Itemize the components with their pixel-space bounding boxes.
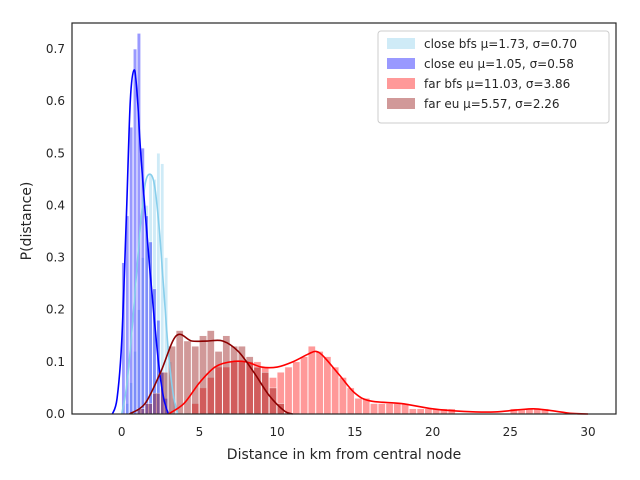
histogram-bar bbox=[191, 346, 200, 415]
histogram-bar bbox=[424, 408, 433, 415]
histogram-bar bbox=[214, 351, 223, 415]
x-tick-labels: 0 5 10 15 20 25 30 bbox=[118, 425, 596, 439]
histogram-bar bbox=[222, 335, 231, 415]
x-tick-label: 5 bbox=[196, 425, 204, 439]
x-tick-label: 0 bbox=[118, 425, 126, 439]
histogram-bars bbox=[121, 33, 549, 415]
histogram-bar bbox=[354, 398, 363, 415]
histogram-bar bbox=[308, 346, 316, 415]
legend-entry-label: close bfs μ=1.73, σ=0.70 bbox=[424, 37, 577, 51]
histogram-bar bbox=[144, 403, 153, 415]
y-tick-label: 0.2 bbox=[46, 303, 65, 317]
legend-entry-label: close eu μ=1.05, σ=0.58 bbox=[424, 57, 574, 71]
x-tick-label: 10 bbox=[270, 425, 285, 439]
y-axis-label: P(distance) bbox=[19, 182, 35, 261]
histogram-bar bbox=[175, 330, 184, 415]
plot-frame bbox=[71, 22, 617, 415]
x-tick-label: 30 bbox=[580, 425, 595, 439]
y-tick-label: 0.0 bbox=[46, 407, 65, 421]
histogram-bar bbox=[323, 356, 332, 415]
y-tick-label: 0.1 bbox=[46, 355, 65, 369]
legend-swatch bbox=[387, 38, 415, 49]
histogram-bar bbox=[385, 403, 394, 415]
legend-box bbox=[377, 30, 610, 124]
legend: close bfs μ=1.73, σ=0.70 close eu μ=1.05,… bbox=[377, 30, 610, 124]
legend-entry-label: far bfs μ=11.03, σ=3.86 bbox=[424, 77, 570, 91]
y-tick-labels: 0.0 0.1 0.2 0.3 0.4 0.5 0.6 0.7 bbox=[46, 42, 65, 421]
histogram-bar bbox=[393, 403, 402, 415]
histogram-bar bbox=[370, 403, 378, 415]
histogram-bar bbox=[416, 408, 425, 415]
histogram-bar bbox=[152, 392, 161, 415]
histogram-bar bbox=[315, 351, 324, 415]
x-axis-label: Distance in km from central node bbox=[227, 447, 461, 463]
y-tick-label: 0.4 bbox=[46, 198, 65, 212]
histogram-bar bbox=[292, 361, 301, 415]
x-tick-label: 20 bbox=[425, 425, 440, 439]
series-1-bars bbox=[121, 33, 168, 415]
histogram-bar bbox=[377, 403, 386, 415]
kde-curves bbox=[111, 69, 589, 415]
x-tick-label: 25 bbox=[503, 425, 518, 439]
legend-swatch bbox=[387, 78, 415, 89]
histogram-bar bbox=[300, 356, 308, 415]
series-1-kde-line bbox=[111, 69, 170, 415]
legend-swatch bbox=[387, 58, 415, 69]
histogram-bar bbox=[409, 408, 417, 415]
y-tick-label: 0.3 bbox=[46, 251, 65, 265]
y-tick-label: 0.7 bbox=[46, 42, 65, 56]
series-2-kde-line bbox=[167, 350, 589, 415]
x-tick-label: 15 bbox=[347, 425, 362, 439]
histogram-bar bbox=[133, 48, 137, 415]
legend-entry-label: far eu μ=5.57, σ=2.26 bbox=[424, 97, 560, 111]
histogram-bar bbox=[230, 346, 238, 415]
y-tick-label: 0.6 bbox=[46, 94, 65, 108]
y-tick-label: 0.5 bbox=[46, 146, 65, 160]
histogram-bar bbox=[129, 127, 133, 415]
legend-swatch bbox=[387, 98, 415, 109]
series-3-kde-line bbox=[129, 333, 293, 415]
histogram-bar bbox=[284, 366, 293, 415]
